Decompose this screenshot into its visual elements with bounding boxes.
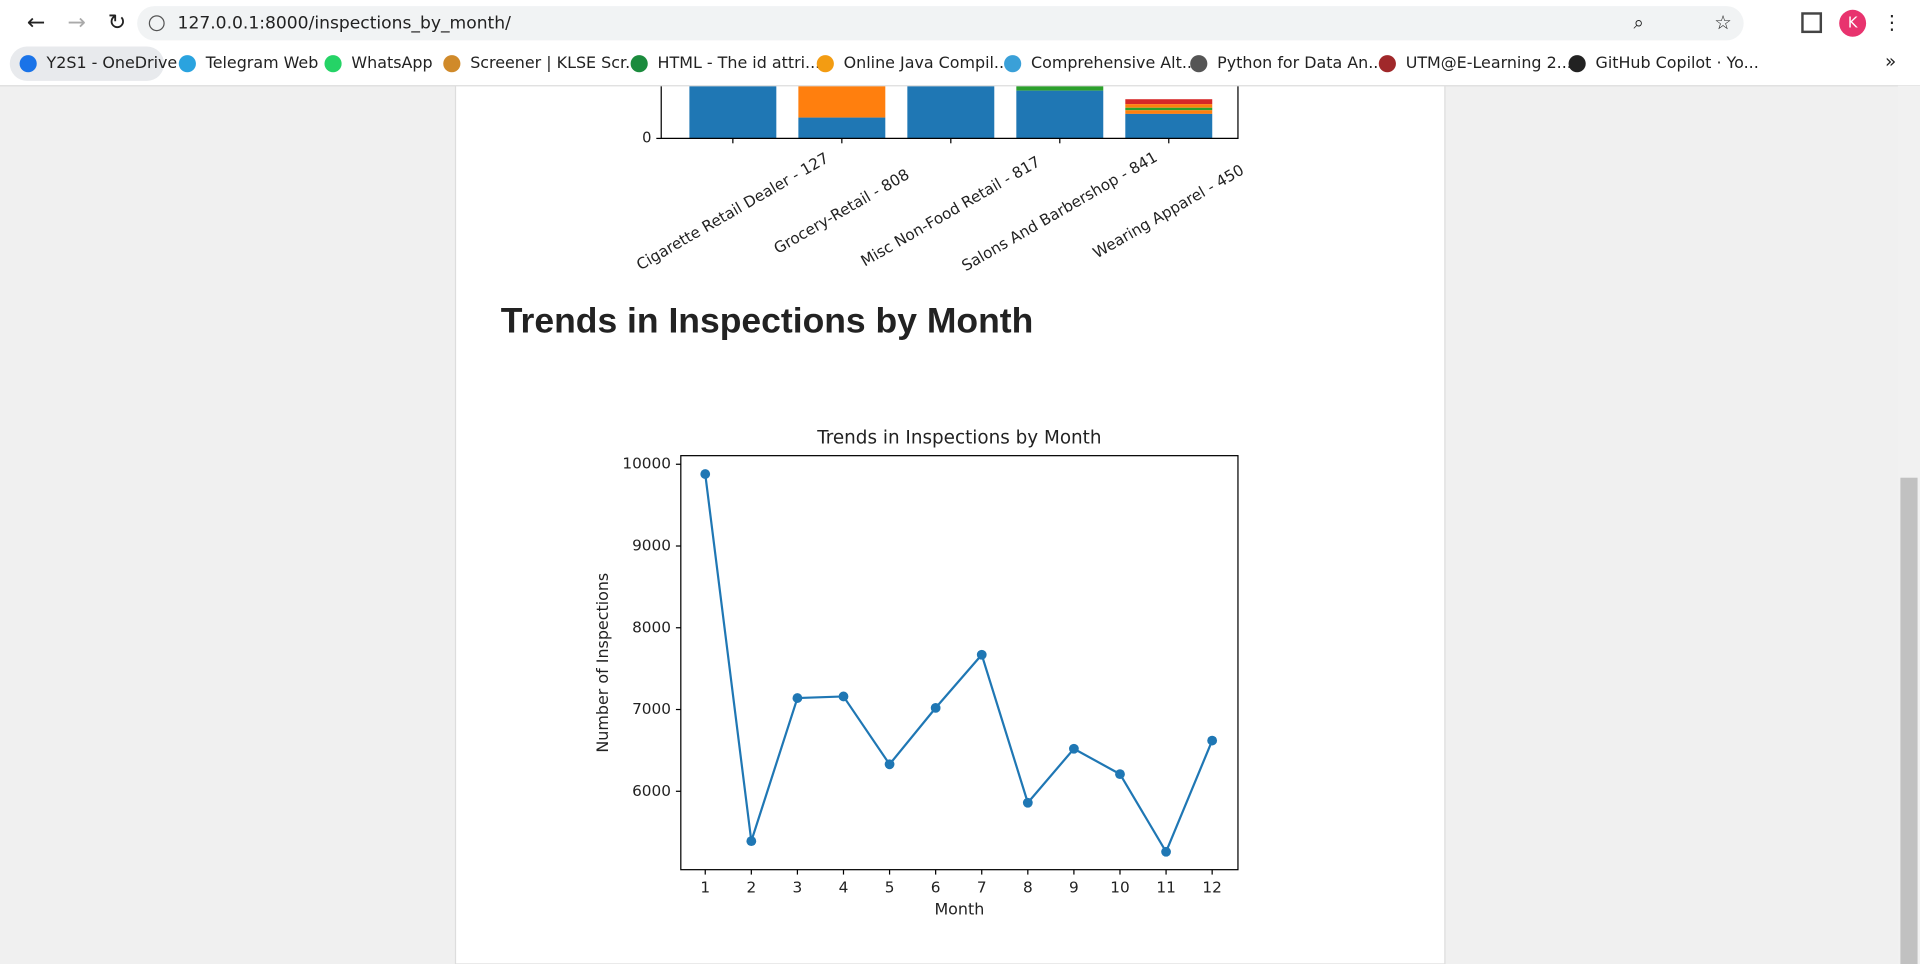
bookmark[interactable]: Screener | KLSE Scr... <box>470 53 640 72</box>
bookmark-icon <box>19 55 37 73</box>
y-tick-label: 6000 <box>632 782 671 800</box>
bar-segment <box>1016 90 1104 139</box>
profile-initial: K <box>1848 14 1858 31</box>
bookmark-icon <box>443 55 461 73</box>
y-tick-label: 7000 <box>632 700 671 718</box>
content-column <box>454 0 1446 965</box>
x-tick-label: 6 <box>931 879 941 897</box>
bookmark[interactable]: Telegram Web <box>205 53 319 72</box>
x-tick-label: 12 <box>1202 879 1221 897</box>
bar-segment <box>1125 107 1213 111</box>
axes-frame <box>680 455 1239 871</box>
bookmark-icon <box>1004 55 1022 73</box>
bar-segment <box>1125 99 1213 105</box>
data-point <box>1022 797 1033 808</box>
bar-segment <box>1125 113 1213 139</box>
x-tick-label: 7 <box>977 879 987 897</box>
x-tick-label: 4 <box>839 879 849 897</box>
bookmark-icon <box>1378 55 1396 73</box>
bar-segment <box>798 117 886 139</box>
bookmark[interactable]: GitHub Copilot · Yo... <box>1596 53 1759 72</box>
y-tick-label: 9000 <box>632 537 671 555</box>
x-tick-label: 1 <box>700 879 710 897</box>
chart-title: Trends in Inspections by Month <box>816 428 1101 449</box>
reload-button[interactable]: ↻ <box>108 10 126 35</box>
x-tick-label: 3 <box>793 879 803 897</box>
forward-button[interactable]: → <box>67 10 85 35</box>
bookmarks-overflow[interactable]: » <box>1885 51 1896 72</box>
data-point <box>1069 743 1079 754</box>
data-point <box>792 693 803 703</box>
bookmarks-bar: Y2S1 - OneDrive Telegram Web WhatsApp Scree… <box>19 53 1759 73</box>
side-panel-icon[interactable] <box>1801 12 1823 34</box>
data-point <box>976 649 987 660</box>
url: 127.0.0.1:8000/inspections_by_month/ <box>178 13 512 33</box>
bookmark-highlight <box>9 46 165 81</box>
bookmark[interactable]: WhatsApp <box>351 53 432 72</box>
x-tick-label: 10 <box>1110 879 1129 897</box>
y-tick-label: 10000 <box>622 455 671 473</box>
y-axis-label: Number of Inspections <box>593 573 612 753</box>
site-info-icon[interactable] <box>148 15 165 32</box>
bookmark-icon <box>630 55 648 73</box>
back-button[interactable]: ← <box>27 10 45 35</box>
bookmark-icon <box>178 55 196 73</box>
menu-button[interactable]: ⋮ <box>1882 11 1902 34</box>
x-axis-label: Month <box>934 900 984 919</box>
bar-segment <box>1125 104 1213 108</box>
x-tick-label: 2 <box>746 879 756 897</box>
line-series <box>704 473 1214 855</box>
data-point <box>700 469 711 479</box>
data-point <box>930 702 941 713</box>
bookmark[interactable]: Y2S1 - OneDrive <box>46 53 178 72</box>
x-tick-label: 9 <box>1069 879 1079 897</box>
bookmark-icon <box>816 55 834 73</box>
x-tick-label: 5 <box>885 879 895 897</box>
bookmark[interactable]: Python for Data An... <box>1217 53 1383 72</box>
zoom-icon[interactable]: ⌕ <box>1633 12 1643 33</box>
data-point <box>1207 735 1218 746</box>
y-tick-label: 0 <box>642 129 651 146</box>
bookmark[interactable]: Online Java Compil... <box>844 53 1009 72</box>
data-point <box>1115 769 1125 780</box>
data-point <box>746 836 757 847</box>
bookmark-icon <box>324 55 342 73</box>
y-tick-label: 8000 <box>632 618 671 636</box>
bar-segment <box>1125 110 1213 114</box>
page-heading: Trends in Inspections by Month <box>501 301 1033 341</box>
bookmark-star[interactable]: ☆ <box>1714 11 1732 34</box>
data-point <box>1161 846 1171 857</box>
data-point <box>838 691 849 702</box>
scrollbar-thumb[interactable] <box>1900 477 1918 964</box>
line-chart: Trends in Inspections by Month Month Numbe… <box>593 428 1239 919</box>
address-bar[interactable] <box>137 6 1744 41</box>
bookmark[interactable]: HTML - The id attri... <box>658 53 821 72</box>
axes-frame <box>660 73 1239 140</box>
bookmark[interactable]: Comprehensive Alt... <box>1031 53 1197 72</box>
bookmark[interactable]: UTM@E-Learning 2... <box>1406 53 1572 72</box>
x-tick-label: 8 <box>1023 879 1033 897</box>
bookmark-icon <box>1190 55 1208 73</box>
bookmark-icon <box>1568 55 1586 73</box>
data-point <box>884 759 895 770</box>
x-tick-label: 11 <box>1156 879 1175 897</box>
profile-avatar[interactable] <box>1839 9 1867 37</box>
